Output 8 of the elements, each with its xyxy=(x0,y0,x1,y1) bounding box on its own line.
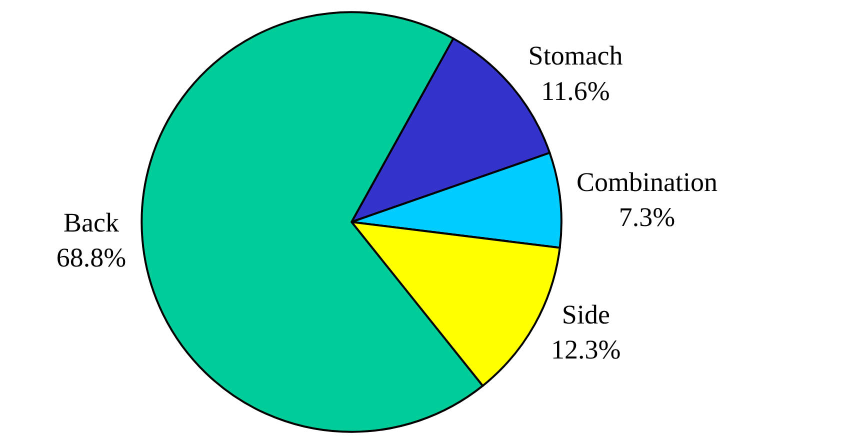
data-label: 12.3% xyxy=(551,334,621,365)
slice-label: Stomach xyxy=(528,40,624,71)
slice-label: Back xyxy=(64,207,120,238)
slice-label: Combination xyxy=(576,166,718,197)
data-label: 7.3% xyxy=(618,202,676,232)
data-label: 68.8% xyxy=(56,242,126,272)
slice-label: Side xyxy=(562,300,610,330)
data-label: 11.6% xyxy=(541,76,610,106)
